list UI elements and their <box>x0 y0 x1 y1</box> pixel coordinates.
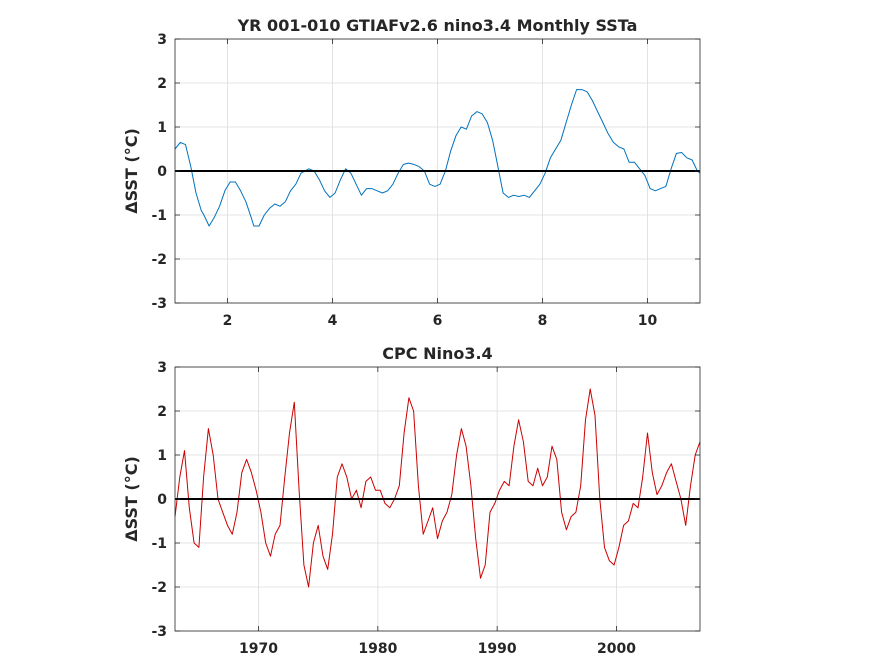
x-tick-label: 1970 <box>239 641 278 656</box>
y-tick-label: -2 <box>151 252 167 268</box>
x-tick-label: 1980 <box>358 641 397 656</box>
y-tick-label: -1 <box>151 208 167 224</box>
y-tick-label: 1 <box>157 448 167 464</box>
y-tick-label: 3 <box>157 32 167 48</box>
y-tick-label: -3 <box>151 624 167 640</box>
bottom-chart-panel: 1970 1980 1990 2000 -3 -2 -1 0 1 2 3 CPC Nino3.4 ΔSS… <box>122 344 701 656</box>
y-tick-label: -2 <box>151 580 167 596</box>
series-line <box>174 388 701 588</box>
y-tick-label: -3 <box>151 296 167 312</box>
y-axis-label: ΔSST (°C) <box>122 456 141 542</box>
x-tick-label: 10 <box>638 313 658 329</box>
top-chart-panel: 2 4 6 8 10 -3 -2 -1 0 1 2 3 YR 001-010 GTIAFv2.6 nin… <box>122 16 701 329</box>
y-tick-label: 1 <box>157 120 167 136</box>
y-tick-label: 0 <box>157 164 167 180</box>
x-tick-label: 1990 <box>478 641 517 656</box>
x-tick-label: 8 <box>538 313 548 329</box>
chart-title: CPC Nino3.4 <box>382 344 492 363</box>
y-tick-label: 3 <box>157 360 167 376</box>
x-tick-label: 2 <box>223 313 233 329</box>
y-tick-label: 0 <box>157 492 167 508</box>
chart-title: YR 001-010 GTIAFv2.6 nino3.4 Monthly SST… <box>237 16 638 35</box>
y-tick-label: 2 <box>157 404 167 420</box>
y-axis-label: ΔSST (°C) <box>122 128 141 214</box>
x-tick-label: 2000 <box>597 641 636 656</box>
series-line <box>174 89 701 227</box>
y-tick-label: -1 <box>151 536 167 552</box>
x-tick-label: 6 <box>433 313 443 329</box>
x-tick-label: 4 <box>328 313 338 329</box>
y-tick-label: 2 <box>157 76 167 92</box>
